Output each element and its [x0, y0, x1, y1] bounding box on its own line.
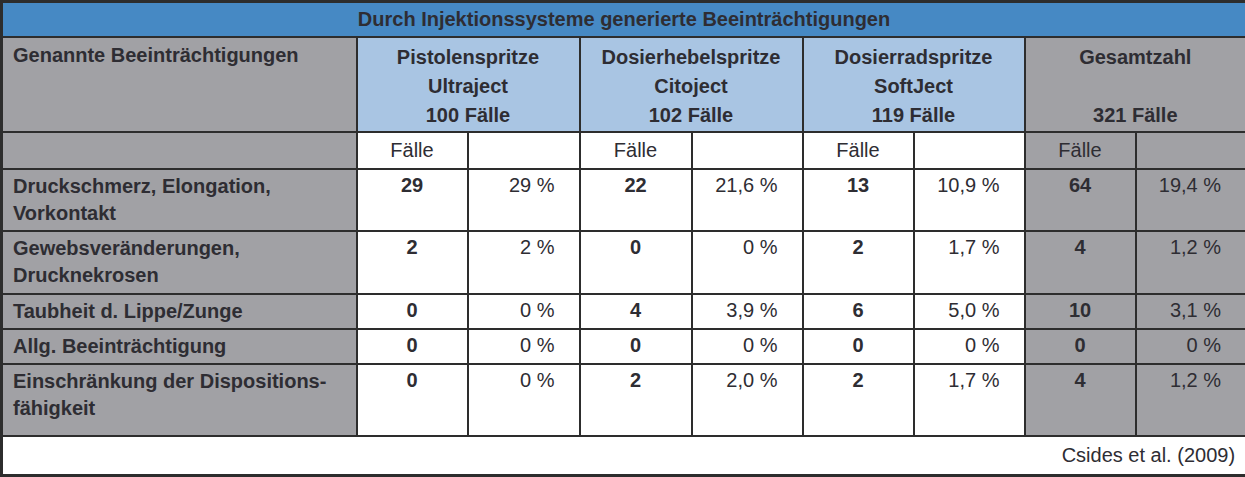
- group-spacer: [1027, 72, 1245, 101]
- cell-cases: 2: [803, 364, 914, 436]
- row-label: Gewebsveränderungen, Drucknekrosen: [2, 231, 357, 294]
- row-label: Taubheit d. Lippe/Zunge: [2, 294, 357, 329]
- table-row: Druckschmerz, Elongation, Vorkontakt 29 …: [2, 169, 1245, 231]
- subheader-cases-ultraject: Fälle: [357, 132, 468, 169]
- cell-percent: 0 %: [692, 329, 803, 364]
- table-row: Einschränkung der Dispositions­fähigkeit…: [2, 364, 1245, 436]
- group-cases: 102 Fälle: [582, 101, 801, 130]
- subheader-spacer: [2, 132, 357, 169]
- cell-cases-total: 4: [1025, 364, 1136, 436]
- cell-cases-total: 10: [1025, 294, 1136, 329]
- subheader-percent-softject: [914, 132, 1025, 169]
- cell-cases: 0: [580, 329, 692, 364]
- cell-percent: 1,7 %: [914, 364, 1025, 436]
- cell-percent: 5,0 %: [914, 294, 1025, 329]
- injection-systems-table: Durch Injektionssysteme generierte Beein…: [0, 0, 1245, 477]
- cell-cases: 13: [803, 169, 914, 231]
- group-brand: Citoject: [582, 72, 801, 101]
- cell-cases: 4: [580, 294, 692, 329]
- subheader-percent-citoject: [692, 132, 803, 169]
- cell-percent: 2 %: [468, 231, 580, 294]
- group-name: Pistolenspritze: [359, 43, 578, 72]
- table-row: Allg. Beeinträchtigung 0 0 % 0 0 % 0 0 %…: [2, 329, 1245, 364]
- table-row: Taubheit d. Lippe/Zunge 0 0 % 4 3,9 % 6 …: [2, 294, 1245, 329]
- cell-percent: 0 %: [468, 294, 580, 329]
- column-header-softject: Dosierradspritze SoftJect 119 Fälle: [803, 37, 1025, 132]
- cell-cases: 0: [357, 364, 468, 436]
- subheader-percent-total: [1136, 132, 1245, 169]
- cell-cases: 0: [803, 329, 914, 364]
- cell-cases-total: 0: [1025, 329, 1136, 364]
- cell-cases: 0: [357, 329, 468, 364]
- cell-cases: 6: [803, 294, 914, 329]
- group-name: Dosierhebelspritze: [582, 43, 801, 72]
- cell-cases: 22: [580, 169, 692, 231]
- group-name: Gesamtzahl: [1027, 43, 1245, 72]
- cell-cases: 29: [357, 169, 468, 231]
- column-header-impairments: Genannte Beeinträchtigungen: [2, 37, 357, 132]
- group-name: Dosierradspritze: [805, 43, 1023, 72]
- cell-percent-total: 1,2 %: [1136, 231, 1245, 294]
- cell-cases: 2: [580, 364, 692, 436]
- table-row: Gewebsveränderungen, Drucknekrosen 2 2 %…: [2, 231, 1245, 294]
- group-brand: Ultraject: [359, 72, 578, 101]
- column-header-citoject: Dosierhebelspritze Citoject 102 Fälle: [580, 37, 803, 132]
- subheader-cases-total: Fälle: [1025, 132, 1136, 169]
- group-cases: 119 Fälle: [805, 101, 1023, 130]
- cell-percent: 0 %: [468, 329, 580, 364]
- cell-cases: 2: [803, 231, 914, 294]
- cell-percent-total: 3,1 %: [1136, 294, 1245, 329]
- citation: Csides et al. (2009): [2, 436, 1245, 476]
- cell-cases: 2: [357, 231, 468, 294]
- subheader-cases-citoject: Fälle: [580, 132, 692, 169]
- cell-percent: 0 %: [468, 364, 580, 436]
- row-label: Einschränkung der Dispositions­fähigkeit: [2, 364, 357, 436]
- cell-percent-total: 19,4 %: [1136, 169, 1245, 231]
- cell-percent: 10,9 %: [914, 169, 1025, 231]
- cell-percent-total: 0 %: [1136, 329, 1245, 364]
- cell-percent: 1,7 %: [914, 231, 1025, 294]
- subheader-cases-softject: Fälle: [803, 132, 914, 169]
- cell-percent: 0 %: [914, 329, 1025, 364]
- cell-percent: 3,9 %: [692, 294, 803, 329]
- table-figure: Durch Injektionssysteme generierte Beein…: [0, 0, 1245, 477]
- group-cases: 321 Fälle: [1027, 101, 1245, 130]
- row-label: Allg. Beeinträchtigung: [2, 329, 357, 364]
- table-title: Durch Injektionssysteme generierte Beein…: [2, 2, 1245, 37]
- group-brand: SoftJect: [805, 72, 1023, 101]
- cell-percent: 29 %: [468, 169, 580, 231]
- cell-cases-total: 64: [1025, 169, 1136, 231]
- cell-cases-total: 4: [1025, 231, 1136, 294]
- cell-percent: 2,0 %: [692, 364, 803, 436]
- subheader-percent-ultraject: [468, 132, 580, 169]
- cell-cases: 0: [580, 231, 692, 294]
- cell-percent-total: 1,2 %: [1136, 364, 1245, 436]
- column-header-ultraject: Pistolenspritze Ultraject 100 Fälle: [357, 37, 580, 132]
- cell-cases: 0: [357, 294, 468, 329]
- column-header-total: Gesamtzahl 321 Fälle: [1025, 37, 1245, 132]
- cell-percent: 0 %: [692, 231, 803, 294]
- group-cases: 100 Fälle: [359, 101, 578, 130]
- row-label: Druckschmerz, Elongation, Vorkontakt: [2, 169, 357, 231]
- cell-percent: 21,6 %: [692, 169, 803, 231]
